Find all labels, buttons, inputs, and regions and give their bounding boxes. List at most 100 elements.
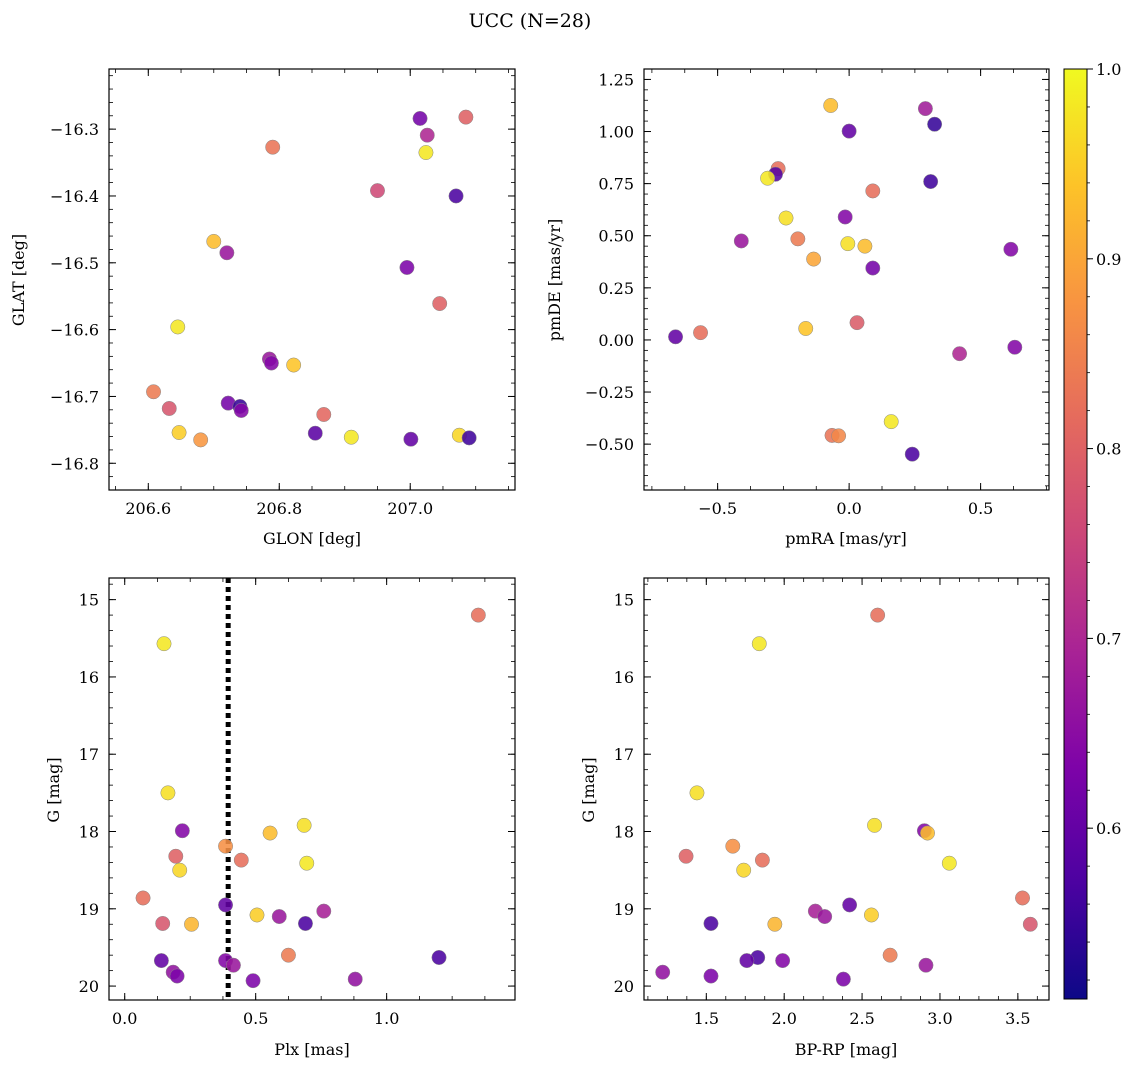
proper-motion-ytick-label: 1.00	[598, 123, 634, 142]
cmd-color-xlabel: BP-RP [mag]	[795, 1040, 897, 1059]
cmd-color-point	[817, 909, 833, 924]
position-xlabel: GLON [deg]	[263, 529, 361, 548]
cmd-color-xtick-label: 3.0	[927, 1009, 952, 1028]
proper-motion-point	[841, 123, 857, 139]
position-point	[412, 111, 428, 126]
proper-motion-ylabel: pmDE [mas/yr]	[545, 219, 564, 342]
cmd-parallax-point	[172, 862, 188, 878]
cmd-color-ylabel: G [mag]	[579, 757, 598, 822]
position-point	[219, 245, 235, 261]
proper-motion-point	[840, 236, 856, 252]
cmd-parallax-ytick-label: 20	[79, 977, 99, 996]
cmd-color-point	[867, 817, 882, 833]
cmd-parallax-point	[225, 957, 241, 973]
cmd-color-point	[842, 897, 858, 913]
cmd-parallax-ytick-label: 19	[79, 900, 99, 919]
position-point	[206, 233, 222, 249]
cmd-color-point	[920, 825, 935, 841]
position-xtick-label: 207.0	[387, 499, 433, 518]
cmd-color-point	[725, 838, 741, 854]
proper-motion-frame	[643, 68, 1050, 491]
cmd-parallax-point	[470, 607, 486, 623]
cmd-parallax-xtick-label: 0.0	[112, 1009, 137, 1028]
proper-motion-ytick-label: 0.75	[598, 175, 634, 194]
cmd-color-point	[1015, 890, 1030, 906]
position-ytick-label: −16.5	[50, 254, 99, 273]
cmd-parallax-point	[245, 973, 261, 989]
cmd-parallax-frame	[108, 577, 516, 1001]
cmd-color-point	[689, 785, 705, 801]
cmd-parallax-point	[153, 953, 169, 969]
cmd-parallax-point	[184, 916, 199, 932]
cmd-color-point	[775, 953, 791, 969]
cmd-parallax-point	[280, 947, 296, 963]
colorbar-tick-label: 0.6	[1096, 819, 1121, 838]
cmd-color-xtick-label: 2.0	[771, 1009, 796, 1028]
position-point	[193, 432, 209, 448]
cmd-parallax-point	[298, 916, 313, 931]
cmd-parallax-ylabel: G [mag]	[44, 757, 63, 822]
proper-motion-ytick-label: 1.25	[598, 70, 634, 89]
proper-motion-point	[733, 233, 749, 249]
position-point	[370, 183, 385, 199]
proper-motion-xtick-label: −0.5	[698, 499, 737, 518]
proper-motion-point	[849, 315, 865, 331]
cmd-parallax-point	[271, 909, 287, 924]
cmd-color-point	[941, 855, 957, 871]
cmd-color-ytick-label: 15	[614, 591, 634, 610]
cmd-parallax-point	[431, 950, 447, 965]
cmd-color-point	[736, 862, 752, 878]
proper-motion-point	[693, 325, 708, 341]
cmd-parallax-point	[347, 971, 363, 987]
colorbar: 0.6 0.7 0.8 0.9 1.0	[1063, 60, 1121, 1000]
cmd-parallax-ytick-label: 17	[79, 745, 99, 764]
position-ytick-label: −16.8	[50, 454, 99, 473]
position-point	[170, 319, 186, 335]
proper-motion-panel: pmRA [mas/yr] pmDE [mas/yr] −0.5 0.0 0.5 1.…	[545, 68, 1050, 548]
proper-motion-ytick-label: 0.25	[598, 279, 634, 298]
colorbar-tick-label: 0.8	[1096, 440, 1121, 459]
proper-motion-point	[923, 174, 939, 189]
cmd-parallax-point	[218, 838, 234, 854]
proper-motion-ytick-label: 0.50	[598, 227, 634, 246]
proper-motion-point	[865, 183, 881, 199]
cmd-parallax-ytick-label: 18	[79, 823, 99, 842]
cmd-color-point	[751, 636, 767, 652]
cmd-color-point	[703, 916, 719, 931]
cmd-parallax-ytick-label: 16	[79, 668, 99, 687]
cmd-color-xtick-label: 1.5	[694, 1009, 719, 1028]
position-point	[343, 429, 359, 445]
position-point	[399, 260, 415, 275]
proper-motion-ytick-label: −0.25	[585, 383, 634, 402]
proper-motion-point	[1003, 241, 1019, 257]
proper-motion-point	[927, 116, 943, 132]
cmd-color-point	[1022, 916, 1038, 932]
cmd-color-point	[703, 968, 719, 984]
cmd-parallax-ytick-label: 15	[79, 591, 99, 610]
position-point	[171, 425, 187, 440]
proper-motion-point	[837, 209, 853, 225]
position-ytick-label: −16.7	[50, 387, 99, 406]
proper-motion-ytick-label: 0.00	[598, 331, 634, 350]
position-point	[265, 139, 281, 155]
position-point	[418, 145, 434, 160]
cmd-parallax-point	[249, 907, 265, 923]
proper-motion-point	[865, 260, 881, 276]
cmd-color-ytick-label: 16	[614, 668, 634, 687]
cmd-color-point	[767, 916, 783, 932]
cmd-color-point	[754, 852, 770, 868]
cmd-color-point	[678, 848, 694, 864]
cmd-color-point	[655, 964, 671, 980]
cmd-parallax-point	[156, 636, 172, 652]
position-point	[419, 127, 435, 143]
cmd-color-ytick-label: 17	[614, 745, 634, 764]
position-point	[146, 384, 161, 400]
proper-motion-point	[831, 428, 847, 444]
figure-title: UCC (N=28)	[469, 10, 592, 32]
position-point	[458, 109, 474, 125]
cmd-color-ytick-label: 20	[614, 977, 634, 996]
proper-motion-point	[857, 238, 873, 254]
position-point	[403, 431, 419, 447]
cmd-parallax-point	[218, 897, 234, 913]
